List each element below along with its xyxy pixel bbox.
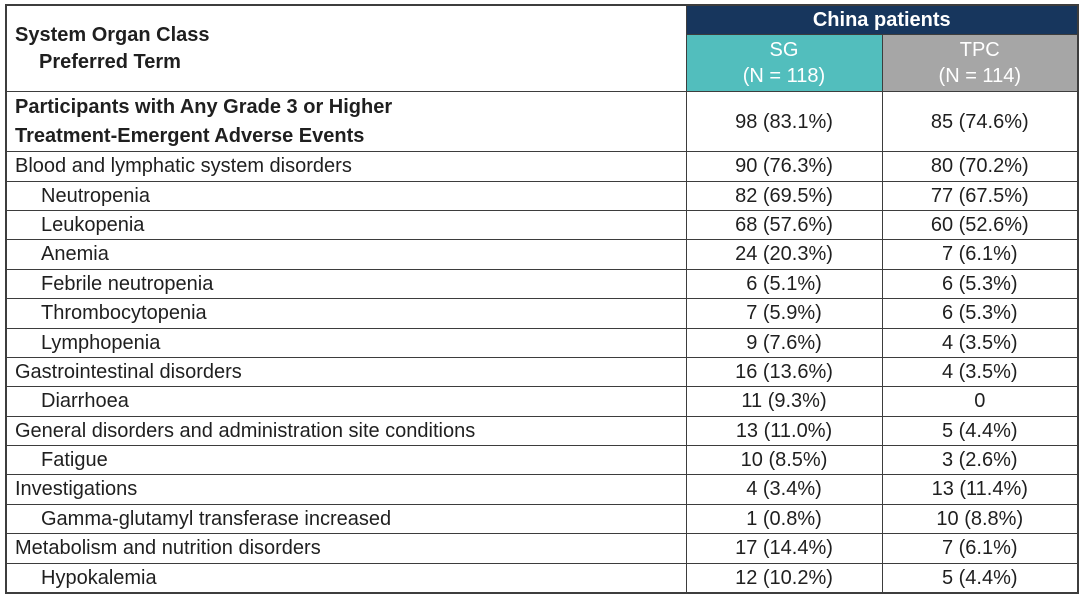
- tpc-arm-label: TPC: [959, 39, 1000, 61]
- arm-header-row: SG (N = 118) TPC (N = 114): [6, 34, 1079, 93]
- term-cell: Hypokalemia: [5, 562, 687, 594]
- sg-value-cell: 24 (20.3%): [685, 239, 883, 270]
- summary-tpc-value-cell: 85 (74.6%): [881, 91, 1079, 153]
- tpc-value-cell: 77 (67.5%): [881, 180, 1079, 211]
- table-row: Diarrhoea 11 (9.3%) 0: [5, 386, 1079, 417]
- term-cell: Febrile neutropenia: [5, 268, 687, 300]
- soc-header-label: System Organ Class: [15, 24, 210, 47]
- tpc-value-cell: 5 (4.4%): [881, 415, 1079, 447]
- summary-row: Participants with Any Grade 3 or Higher …: [5, 91, 1079, 153]
- sg-value-cell: 17 (14.4%): [685, 533, 883, 564]
- tpc-value-cell: 10 (8.8%): [881, 503, 1079, 535]
- term-cell: Gamma-glutamyl transferase increased: [5, 503, 687, 535]
- soc-pt-header-cell: System Organ Class Preferred Term: [5, 4, 687, 93]
- tpc-value-cell: 5 (4.4%): [881, 562, 1079, 594]
- sg-value-cell: 82 (69.5%): [685, 180, 883, 211]
- table-row: Febrile neutropenia 6 (5.1%) 6 (5.3%): [5, 268, 1079, 300]
- summary-label-cell: Participants with Any Grade 3 or Higher …: [5, 91, 687, 153]
- tpc-value-cell: 3 (2.6%): [881, 445, 1079, 476]
- china-patients-header-cell: China patients: [685, 4, 1079, 36]
- sg-value-cell: 90 (76.3%): [685, 151, 883, 182]
- tpc-value-cell: 6 (5.3%): [881, 268, 1079, 300]
- sg-value-cell: 11 (9.3%): [685, 386, 883, 417]
- sg-value-cell: 13 (11.0%): [685, 415, 883, 447]
- table-row: Metabolism and nutrition disorders 17 (1…: [5, 533, 1079, 564]
- table-row: General disorders and administration sit…: [5, 415, 1079, 447]
- term-cell: Gastrointestinal disorders: [5, 356, 687, 388]
- term-cell: Investigations: [5, 474, 687, 505]
- group-header-row: System Organ Class Preferred Term China …: [5, 4, 1079, 93]
- table-row: Gastrointestinal disorders 16 (13.6%) 4 …: [5, 356, 1079, 388]
- term-cell: Leukopenia: [5, 209, 687, 241]
- tpc-value-cell: 0: [881, 386, 1079, 417]
- table-row: Blood and lymphatic system disorders 90 …: [5, 151, 1079, 182]
- sg-value-cell: 4 (3.4%): [685, 474, 883, 505]
- table-row: Lymphopenia 9 (7.6%) 4 (3.5%): [5, 327, 1079, 358]
- tpc-value-cell: 60 (52.6%): [881, 209, 1079, 241]
- tpc-column-header-cell: TPC (N = 114): [881, 34, 1079, 93]
- adverse-events-tbody: Participants with Any Grade 3 or Higher …: [5, 91, 1079, 594]
- term-cell: Blood and lymphatic system disorders: [5, 151, 687, 182]
- sg-value-cell: 9 (7.6%): [685, 327, 883, 358]
- page: System Organ Class Preferred Term China …: [5, 4, 1080, 594]
- table-row: Hypokalemia 12 (10.2%) 5 (4.4%): [5, 562, 1079, 594]
- sg-value-cell: 68 (57.6%): [685, 209, 883, 241]
- sg-n-label: (N = 118): [742, 65, 826, 88]
- sg-value-cell: 16 (13.6%): [685, 356, 883, 388]
- table-row: Investigations 4 (3.4%) 13 (11.4%): [5, 474, 1079, 505]
- sg-arm-label: SG: [769, 39, 799, 61]
- summary-label-line1: Participants with Any Grade 3 or Higher: [15, 96, 393, 119]
- table-row: Neutropenia 82 (69.5%) 77 (67.5%): [5, 180, 1079, 211]
- term-cell: Neutropenia: [5, 180, 687, 211]
- tpc-value-cell: 4 (3.5%): [881, 327, 1079, 358]
- tpc-value-cell: 6 (5.3%): [881, 298, 1079, 329]
- adverse-events-table: System Organ Class Preferred Term China …: [5, 4, 1080, 594]
- table-row: Fatigue 10 (8.5%) 3 (2.6%): [5, 445, 1079, 476]
- table-row: Thrombocytopenia 7 (5.9%) 6 (5.3%): [5, 298, 1079, 329]
- sg-value-cell: 12 (10.2%): [685, 562, 883, 594]
- sg-value-cell: 10 (8.5%): [685, 445, 883, 476]
- sg-column-header-cell: SG (N = 118): [685, 34, 883, 93]
- tpc-n-label: (N = 114): [938, 65, 1021, 88]
- term-cell: Fatigue: [5, 445, 687, 476]
- table-row: Anemia 24 (20.3%) 7 (6.1%): [5, 239, 1079, 270]
- term-cell: Thrombocytopenia: [5, 298, 687, 329]
- tpc-value-cell: 13 (11.4%): [881, 474, 1079, 505]
- table-row: Leukopenia 68 (57.6%) 60 (52.6%): [5, 209, 1079, 241]
- sg-value-cell: 7 (5.9%): [685, 298, 883, 329]
- term-cell: Metabolism and nutrition disorders: [5, 533, 687, 564]
- summary-sg-value-cell: 98 (83.1%): [685, 91, 883, 153]
- tpc-value-cell: 7 (6.1%): [881, 239, 1079, 270]
- term-cell: Lymphopenia: [5, 327, 687, 358]
- tpc-value-cell: 7 (6.1%): [881, 533, 1079, 564]
- pt-header-label: Preferred Term: [39, 50, 181, 73]
- summary-label-line2: Treatment-Emergent Adverse Events: [15, 124, 365, 147]
- term-cell: Diarrhoea: [5, 386, 687, 417]
- sg-value-cell: 1 (0.8%): [685, 503, 883, 535]
- tpc-value-cell: 4 (3.5%): [881, 356, 1079, 388]
- term-cell: General disorders and administration sit…: [5, 415, 687, 447]
- sg-value-cell: 6 (5.1%): [685, 268, 883, 300]
- term-cell: Anemia: [5, 239, 687, 270]
- table-row: Gamma-glutamyl transferase increased 1 (…: [5, 503, 1079, 535]
- tpc-value-cell: 80 (70.2%): [881, 151, 1079, 182]
